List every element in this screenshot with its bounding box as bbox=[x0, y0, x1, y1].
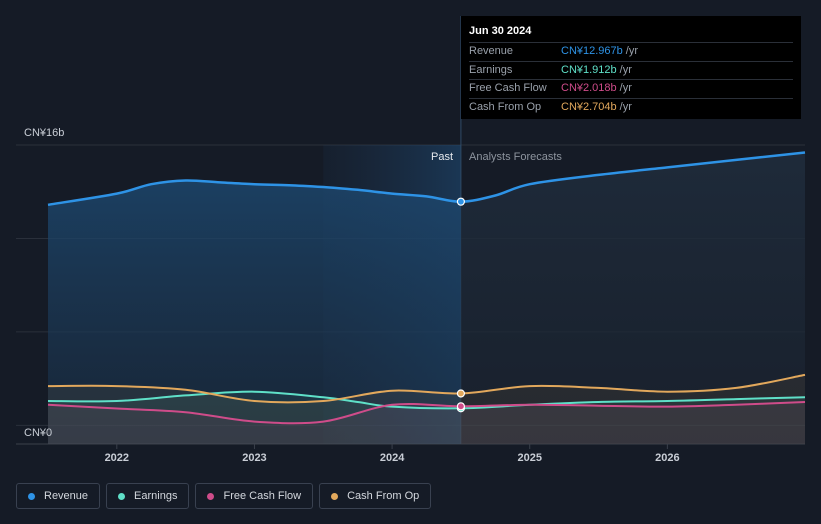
legend-item-revenue[interactable]: Revenue bbox=[16, 483, 101, 509]
legend-label: Earnings bbox=[134, 490, 178, 502]
legend-label: Revenue bbox=[44, 490, 89, 502]
legend: Revenue Earnings Free Cash Flow Cash From O… bbox=[16, 483, 432, 509]
series-lines bbox=[47, 151, 806, 425]
tooltip-series-value: CN¥2.704b bbox=[561, 100, 617, 113]
legend-dot-icon bbox=[331, 492, 339, 500]
revenue-area-forecast bbox=[460, 152, 805, 444]
tooltip-series-unit: /yr bbox=[619, 82, 632, 94]
legend-dot-icon bbox=[118, 492, 126, 500]
cash-from-op-marker bbox=[456, 389, 466, 398]
y-top-label: CN¥16b bbox=[24, 127, 64, 139]
revenue-line bbox=[47, 151, 806, 207]
tooltip-series-name: Cash From Op bbox=[469, 100, 542, 113]
tooltip-series-unit: /yr bbox=[625, 45, 639, 57]
tooltip-row-cash-from-op: Cash From Op CN¥2.704b/yr bbox=[469, 97, 793, 117]
free-cash-flow-area bbox=[48, 402, 805, 444]
tooltip-date: Jun 30 2024 bbox=[469, 25, 532, 37]
legend-label: Free Cash Flow bbox=[223, 490, 302, 502]
tooltip-series-value: CN¥1.912b bbox=[561, 63, 617, 76]
revenue-marker bbox=[456, 197, 466, 206]
axis-labels: CN¥16b CN¥0 Past Analysts Forecasts bbox=[24, 127, 562, 439]
x-tick-label: 2022 bbox=[105, 452, 129, 464]
tooltip-series-name: Free Cash Flow bbox=[469, 82, 547, 94]
tooltip-row-free-cash-flow: Free Cash Flow CN¥2.018b/yr bbox=[469, 79, 793, 98]
tooltip-series-unit: /yr bbox=[619, 63, 632, 76]
series-areas bbox=[48, 152, 805, 444]
legend-label: Cash From Op bbox=[347, 490, 420, 502]
x-tick-label: 2024 bbox=[380, 452, 405, 464]
tooltip-series-value: CN¥12.967b bbox=[561, 45, 623, 57]
past-label: Past bbox=[431, 151, 453, 163]
legend-item-earnings[interactable]: Earnings bbox=[106, 483, 190, 509]
forecast-label: Analysts Forecasts bbox=[469, 151, 562, 163]
tooltip-row-revenue: Revenue CN¥12.967b/yr bbox=[469, 42, 793, 61]
hover-markers bbox=[456, 197, 466, 413]
revenue-area-past bbox=[48, 180, 461, 444]
free-cash-flow-marker bbox=[456, 402, 466, 411]
earnings-line bbox=[47, 390, 806, 410]
tooltip-series-name: Revenue bbox=[469, 45, 514, 57]
cash-from-op-area bbox=[48, 374, 805, 444]
legend-dot-icon bbox=[28, 492, 35, 500]
legend-dot-icon bbox=[207, 492, 215, 500]
x-tick-label: 2026 bbox=[655, 452, 679, 464]
tooltip-series-unit: /yr bbox=[619, 100, 632, 113]
tooltip-rows: Revenue CN¥12.967b/yr Earnings CN¥1.912b/yr… bbox=[469, 42, 793, 116]
x-tick-label: 2023 bbox=[242, 452, 266, 464]
tooltip-series-value: CN¥2.018b bbox=[561, 82, 617, 94]
tooltip: Jun 30 2024 Revenue CN¥12.967b/yr Earnings… bbox=[461, 16, 801, 119]
tooltip-series-name: Earnings bbox=[469, 63, 513, 76]
y-bottom-label: CN¥0 bbox=[24, 427, 52, 439]
x-tick-label: 2025 bbox=[517, 452, 541, 464]
legend-item-free-cash-flow[interactable]: Free Cash Flow bbox=[195, 483, 314, 509]
x-axis-ticks: 2022 2023 2024 2025 2026 bbox=[105, 444, 680, 464]
free-cash-flow-line bbox=[47, 401, 806, 425]
cash-from-op-line bbox=[47, 373, 806, 404]
legend-item-cash-from-op[interactable]: Cash From Op bbox=[319, 483, 432, 509]
tooltip-row-earnings: Earnings CN¥1.912b/yr bbox=[469, 60, 793, 80]
earnings-area bbox=[48, 391, 805, 444]
